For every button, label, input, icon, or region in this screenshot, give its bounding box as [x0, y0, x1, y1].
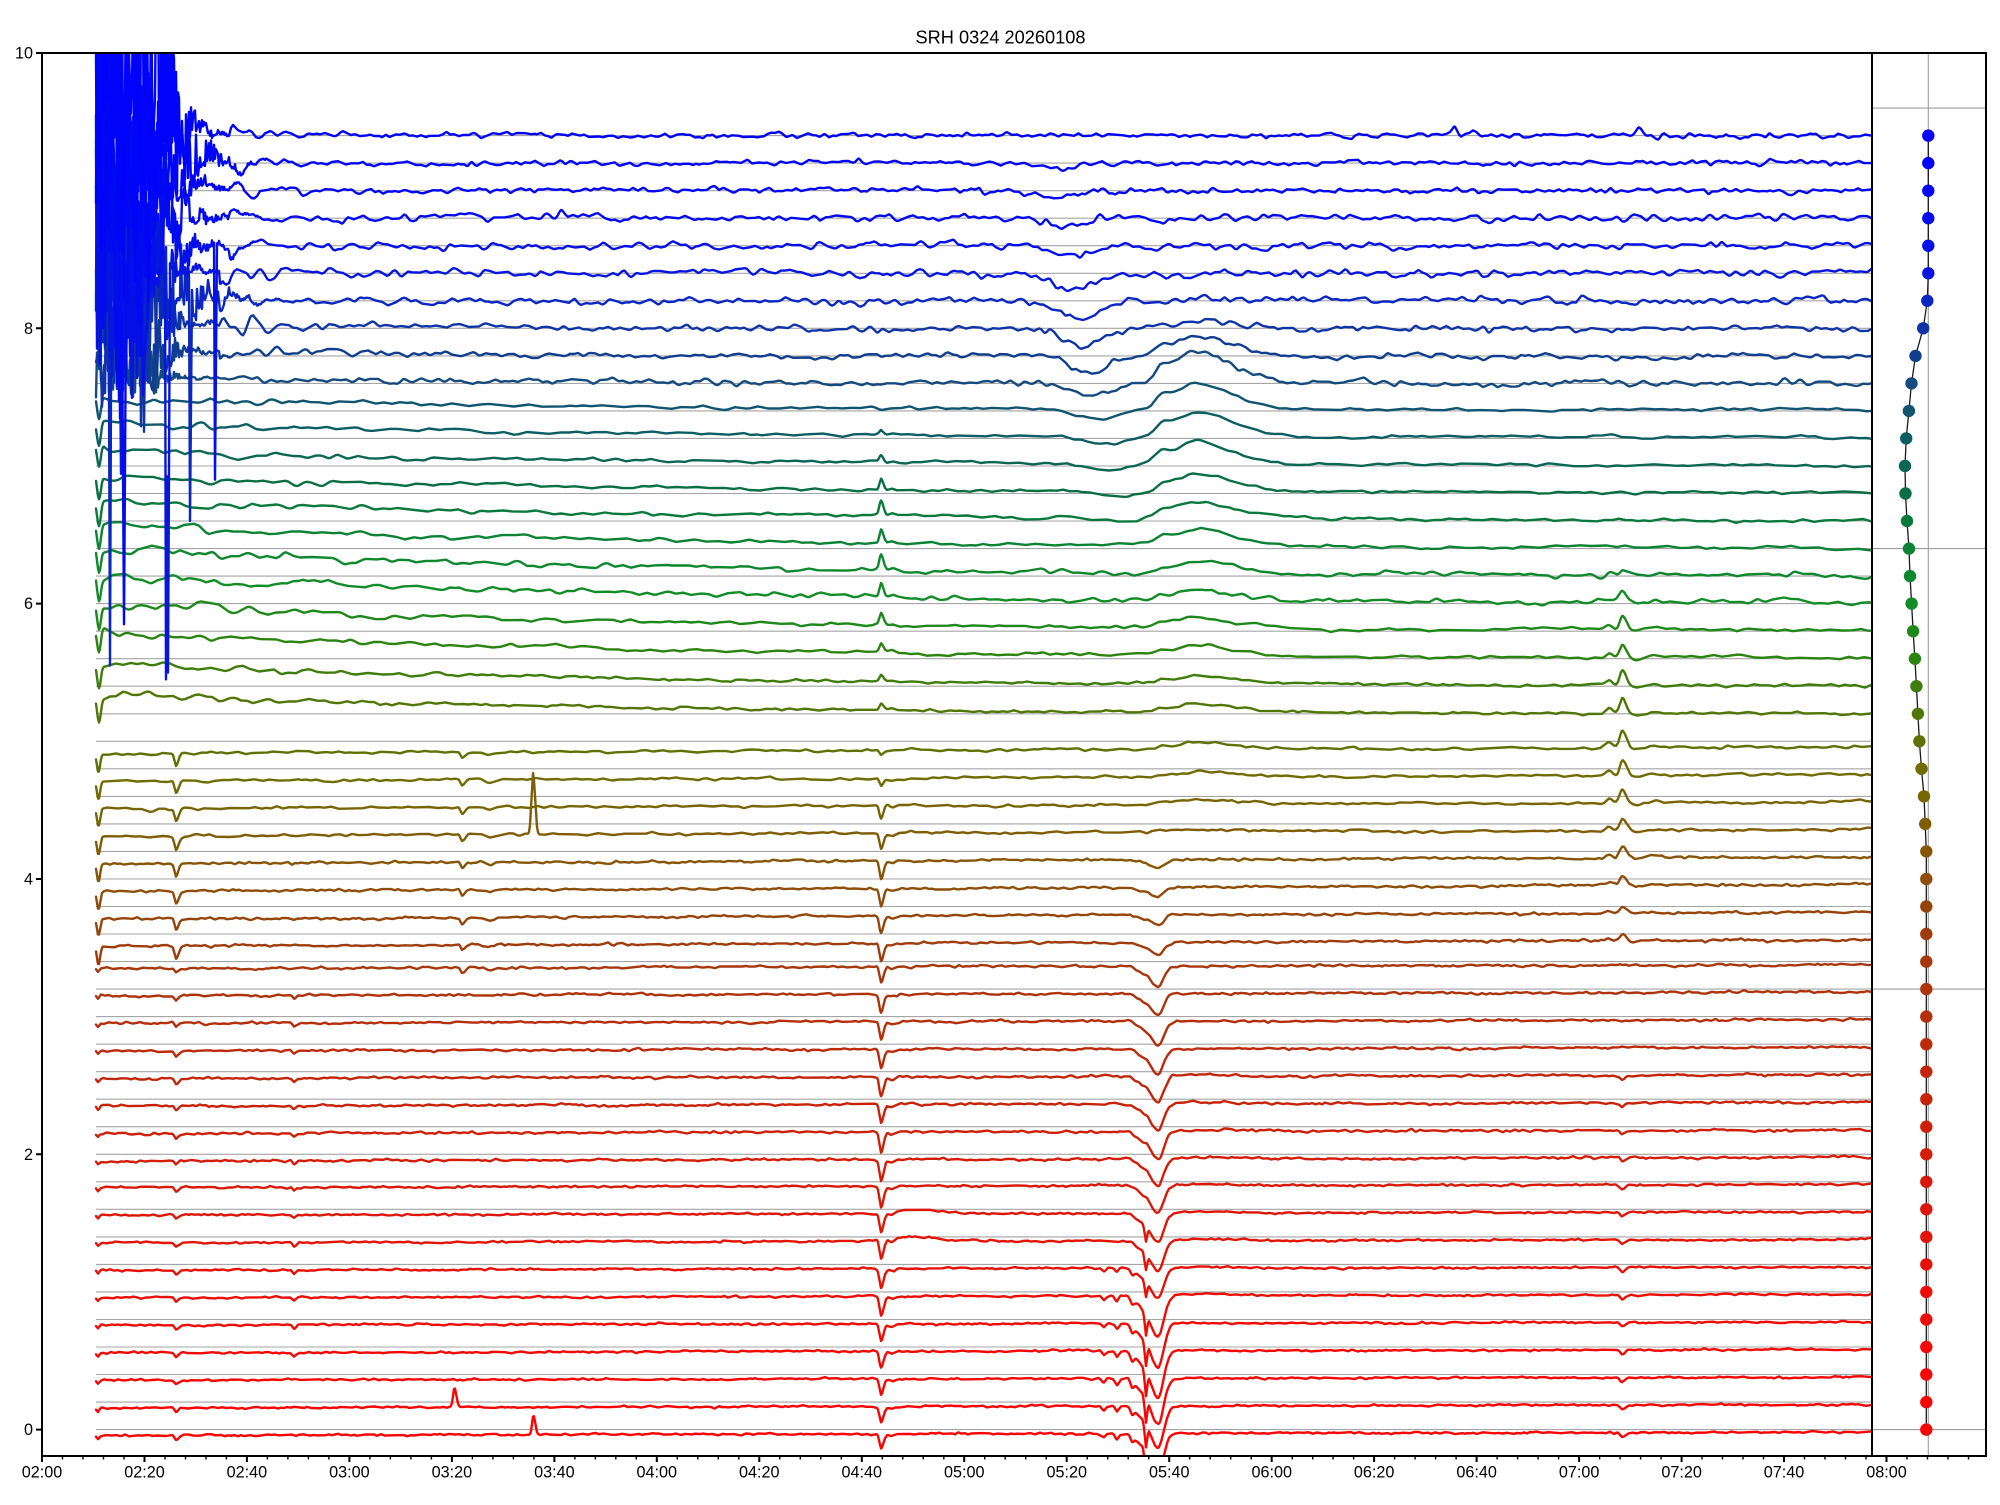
svg-text:03:20: 03:20: [432, 1464, 473, 1482]
svg-text:07:40: 07:40: [1764, 1464, 1805, 1482]
svg-text:02:00: 02:00: [22, 1464, 63, 1482]
svg-text:10: 10: [15, 45, 33, 63]
svg-text:06:40: 06:40: [1456, 1464, 1497, 1482]
svg-text:05:40: 05:40: [1149, 1464, 1190, 1482]
svg-text:0: 0: [24, 1421, 33, 1439]
svg-text:4: 4: [24, 871, 33, 889]
svg-text:03:00: 03:00: [329, 1464, 370, 1482]
svg-text:06:20: 06:20: [1354, 1464, 1395, 1482]
svg-text:02:20: 02:20: [124, 1464, 165, 1482]
svg-text:6: 6: [24, 595, 33, 613]
svg-text:2: 2: [24, 1146, 33, 1164]
svg-text:08:00: 08:00: [1866, 1464, 1907, 1482]
svg-text:07:00: 07:00: [1559, 1464, 1600, 1482]
svg-text:07:20: 07:20: [1661, 1464, 1702, 1482]
svg-text:06:00: 06:00: [1251, 1464, 1292, 1482]
svg-text:03:40: 03:40: [534, 1464, 575, 1482]
svg-text:05:00: 05:00: [944, 1464, 985, 1482]
svg-text:04:20: 04:20: [739, 1464, 780, 1482]
svg-text:SRH 0324 20260108: SRH 0324 20260108: [916, 28, 1086, 48]
svg-text:04:00: 04:00: [637, 1464, 678, 1482]
svg-text:8: 8: [24, 320, 33, 338]
svg-text:02:40: 02:40: [227, 1464, 268, 1482]
svg-text:04:40: 04:40: [842, 1464, 883, 1482]
svg-text:05:20: 05:20: [1046, 1464, 1087, 1482]
